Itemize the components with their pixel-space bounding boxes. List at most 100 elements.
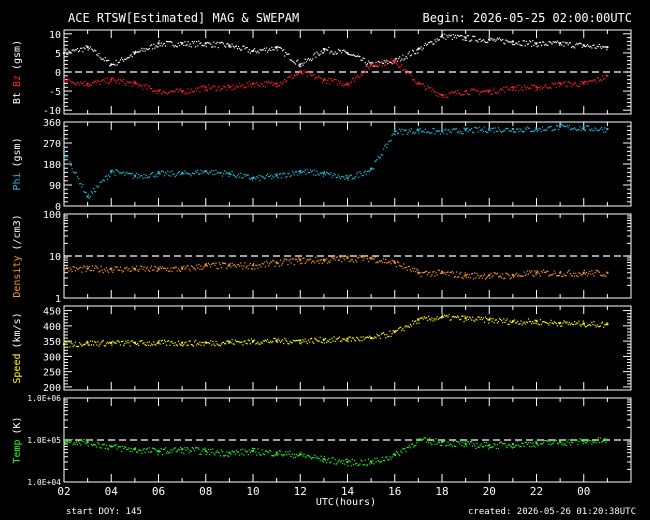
scatter-dot-temp xyxy=(269,449,271,451)
data-point-speed xyxy=(370,337,373,340)
scatter-dot-bz xyxy=(189,91,191,93)
scatter-dot-phi xyxy=(428,131,430,133)
scatter-dot-density xyxy=(211,263,213,265)
scatter-dot-density xyxy=(185,267,187,269)
scatter-dot-phi xyxy=(153,175,155,177)
scatter-dot-bt xyxy=(103,60,105,62)
scatter-dot-density xyxy=(596,270,598,272)
scatter-dot-density xyxy=(257,267,259,269)
scatter-dot-density xyxy=(452,272,454,274)
scatter-dot-bt xyxy=(299,65,301,67)
scatter-dot-bz xyxy=(255,83,257,85)
scatter-dot-temp xyxy=(341,460,343,462)
y-tick-label: 10 xyxy=(49,252,61,263)
data-point-speed xyxy=(299,339,302,342)
scatter-dot-phi xyxy=(131,172,133,175)
scatter-dot-bt xyxy=(396,60,399,62)
scatter-dot-speed xyxy=(326,341,328,344)
scatter-dot-temp xyxy=(244,449,246,451)
scatter-dot-phi xyxy=(314,169,316,171)
scatter-dot-bz xyxy=(264,86,267,88)
scatter-dot-bt xyxy=(177,42,180,44)
scatter-dot-temp xyxy=(467,441,469,443)
scatter-dot-speed xyxy=(588,324,590,326)
scatter-dot-bz xyxy=(437,95,439,97)
scatter-dot-temp xyxy=(347,465,349,467)
scatter-dot-bz xyxy=(105,81,108,83)
scatter-dot-bt xyxy=(552,41,554,43)
scatter-dot-temp xyxy=(550,444,552,446)
scatter-dot-bz xyxy=(171,91,173,93)
scatter-dot-speed xyxy=(104,345,107,347)
scatter-dot-speed xyxy=(159,343,161,345)
scatter-dot-density xyxy=(177,268,180,270)
scatter-dot-bz xyxy=(443,94,445,96)
scatter-dot-speed xyxy=(193,341,196,343)
scatter-dot-phi xyxy=(304,169,306,171)
scatter-dot-phi xyxy=(190,175,192,177)
scatter-dot-phi xyxy=(317,173,319,175)
scatter-dot-phi xyxy=(442,129,444,131)
scatter-dot-density xyxy=(232,265,234,267)
scatter-dot-density xyxy=(366,258,369,260)
scatter-dot-density xyxy=(67,267,69,269)
scatter-dot-phi xyxy=(379,156,381,159)
scatter-dot-speed xyxy=(357,337,359,339)
scatter-dot-phi xyxy=(419,127,421,130)
scatter-dot-density xyxy=(336,256,338,258)
scatter-dot-phi xyxy=(430,132,432,134)
scatter-dot-density xyxy=(426,274,429,276)
scatter-dot-temp xyxy=(522,442,524,445)
scatter-dot-bz xyxy=(494,91,496,94)
scatter-dot-density xyxy=(271,261,273,263)
scatter-dot-density xyxy=(290,262,292,264)
scatter-dot-bt xyxy=(480,40,482,43)
scatter-dot-bt xyxy=(341,52,343,54)
scatter-dot-bt xyxy=(276,49,278,51)
scatter-dot-phi xyxy=(313,174,315,176)
data-point-speed xyxy=(582,322,585,325)
scatter-dot-bt xyxy=(137,51,139,53)
scatter-dot-phi xyxy=(114,174,116,176)
scatter-dot-temp xyxy=(237,451,240,453)
scatter-dot-density xyxy=(458,276,460,278)
scatter-dot-speed xyxy=(528,320,531,323)
scatter-dot-bt xyxy=(428,41,430,44)
scatter-dot-temp xyxy=(270,450,272,452)
scatter-dot-temp xyxy=(177,448,180,450)
scatter-dot-density xyxy=(97,267,99,270)
scatter-dot-bt xyxy=(313,54,315,56)
scatter-dot-bz xyxy=(451,91,453,93)
data-point-bt xyxy=(275,46,278,49)
scatter-dot-density xyxy=(569,272,571,275)
scatter-dot-speed xyxy=(343,338,345,340)
scatter-dot-phi xyxy=(568,125,570,127)
scatter-dot-speed xyxy=(544,321,546,323)
scatter-dot-temp xyxy=(297,455,299,457)
scatter-dot-phi xyxy=(263,178,265,180)
scatter-dot-phi xyxy=(598,129,600,131)
scatter-dot-phi xyxy=(85,191,87,193)
scatter-dot-bz xyxy=(128,81,130,83)
scatter-dot-density xyxy=(329,261,331,263)
scatter-dot-temp xyxy=(461,444,463,446)
data-point-speed xyxy=(110,341,113,344)
scatter-dot-phi xyxy=(176,173,178,175)
scatter-dot-density xyxy=(390,263,392,265)
scatter-dot-speed xyxy=(363,338,365,340)
scatter-dot-bz xyxy=(271,81,273,83)
scatter-dot-temp xyxy=(103,443,105,445)
scatter-dot-bt xyxy=(534,42,536,44)
scatter-dot-bt xyxy=(550,42,552,44)
y-axis-label: Temp(K) xyxy=(12,416,23,463)
scatter-dot-speed xyxy=(82,344,84,346)
scatter-dot-bt xyxy=(450,34,452,36)
scatter-dot-phi xyxy=(600,126,603,129)
scatter-dot-density xyxy=(204,263,206,265)
scatter-dot-phi xyxy=(262,176,264,178)
scatter-dot-temp xyxy=(389,456,391,458)
scatter-dot-bz xyxy=(490,93,492,95)
scatter-dot-bz xyxy=(206,89,209,92)
scatter-dot-temp xyxy=(600,441,603,443)
scatter-dot-bz xyxy=(459,92,461,95)
